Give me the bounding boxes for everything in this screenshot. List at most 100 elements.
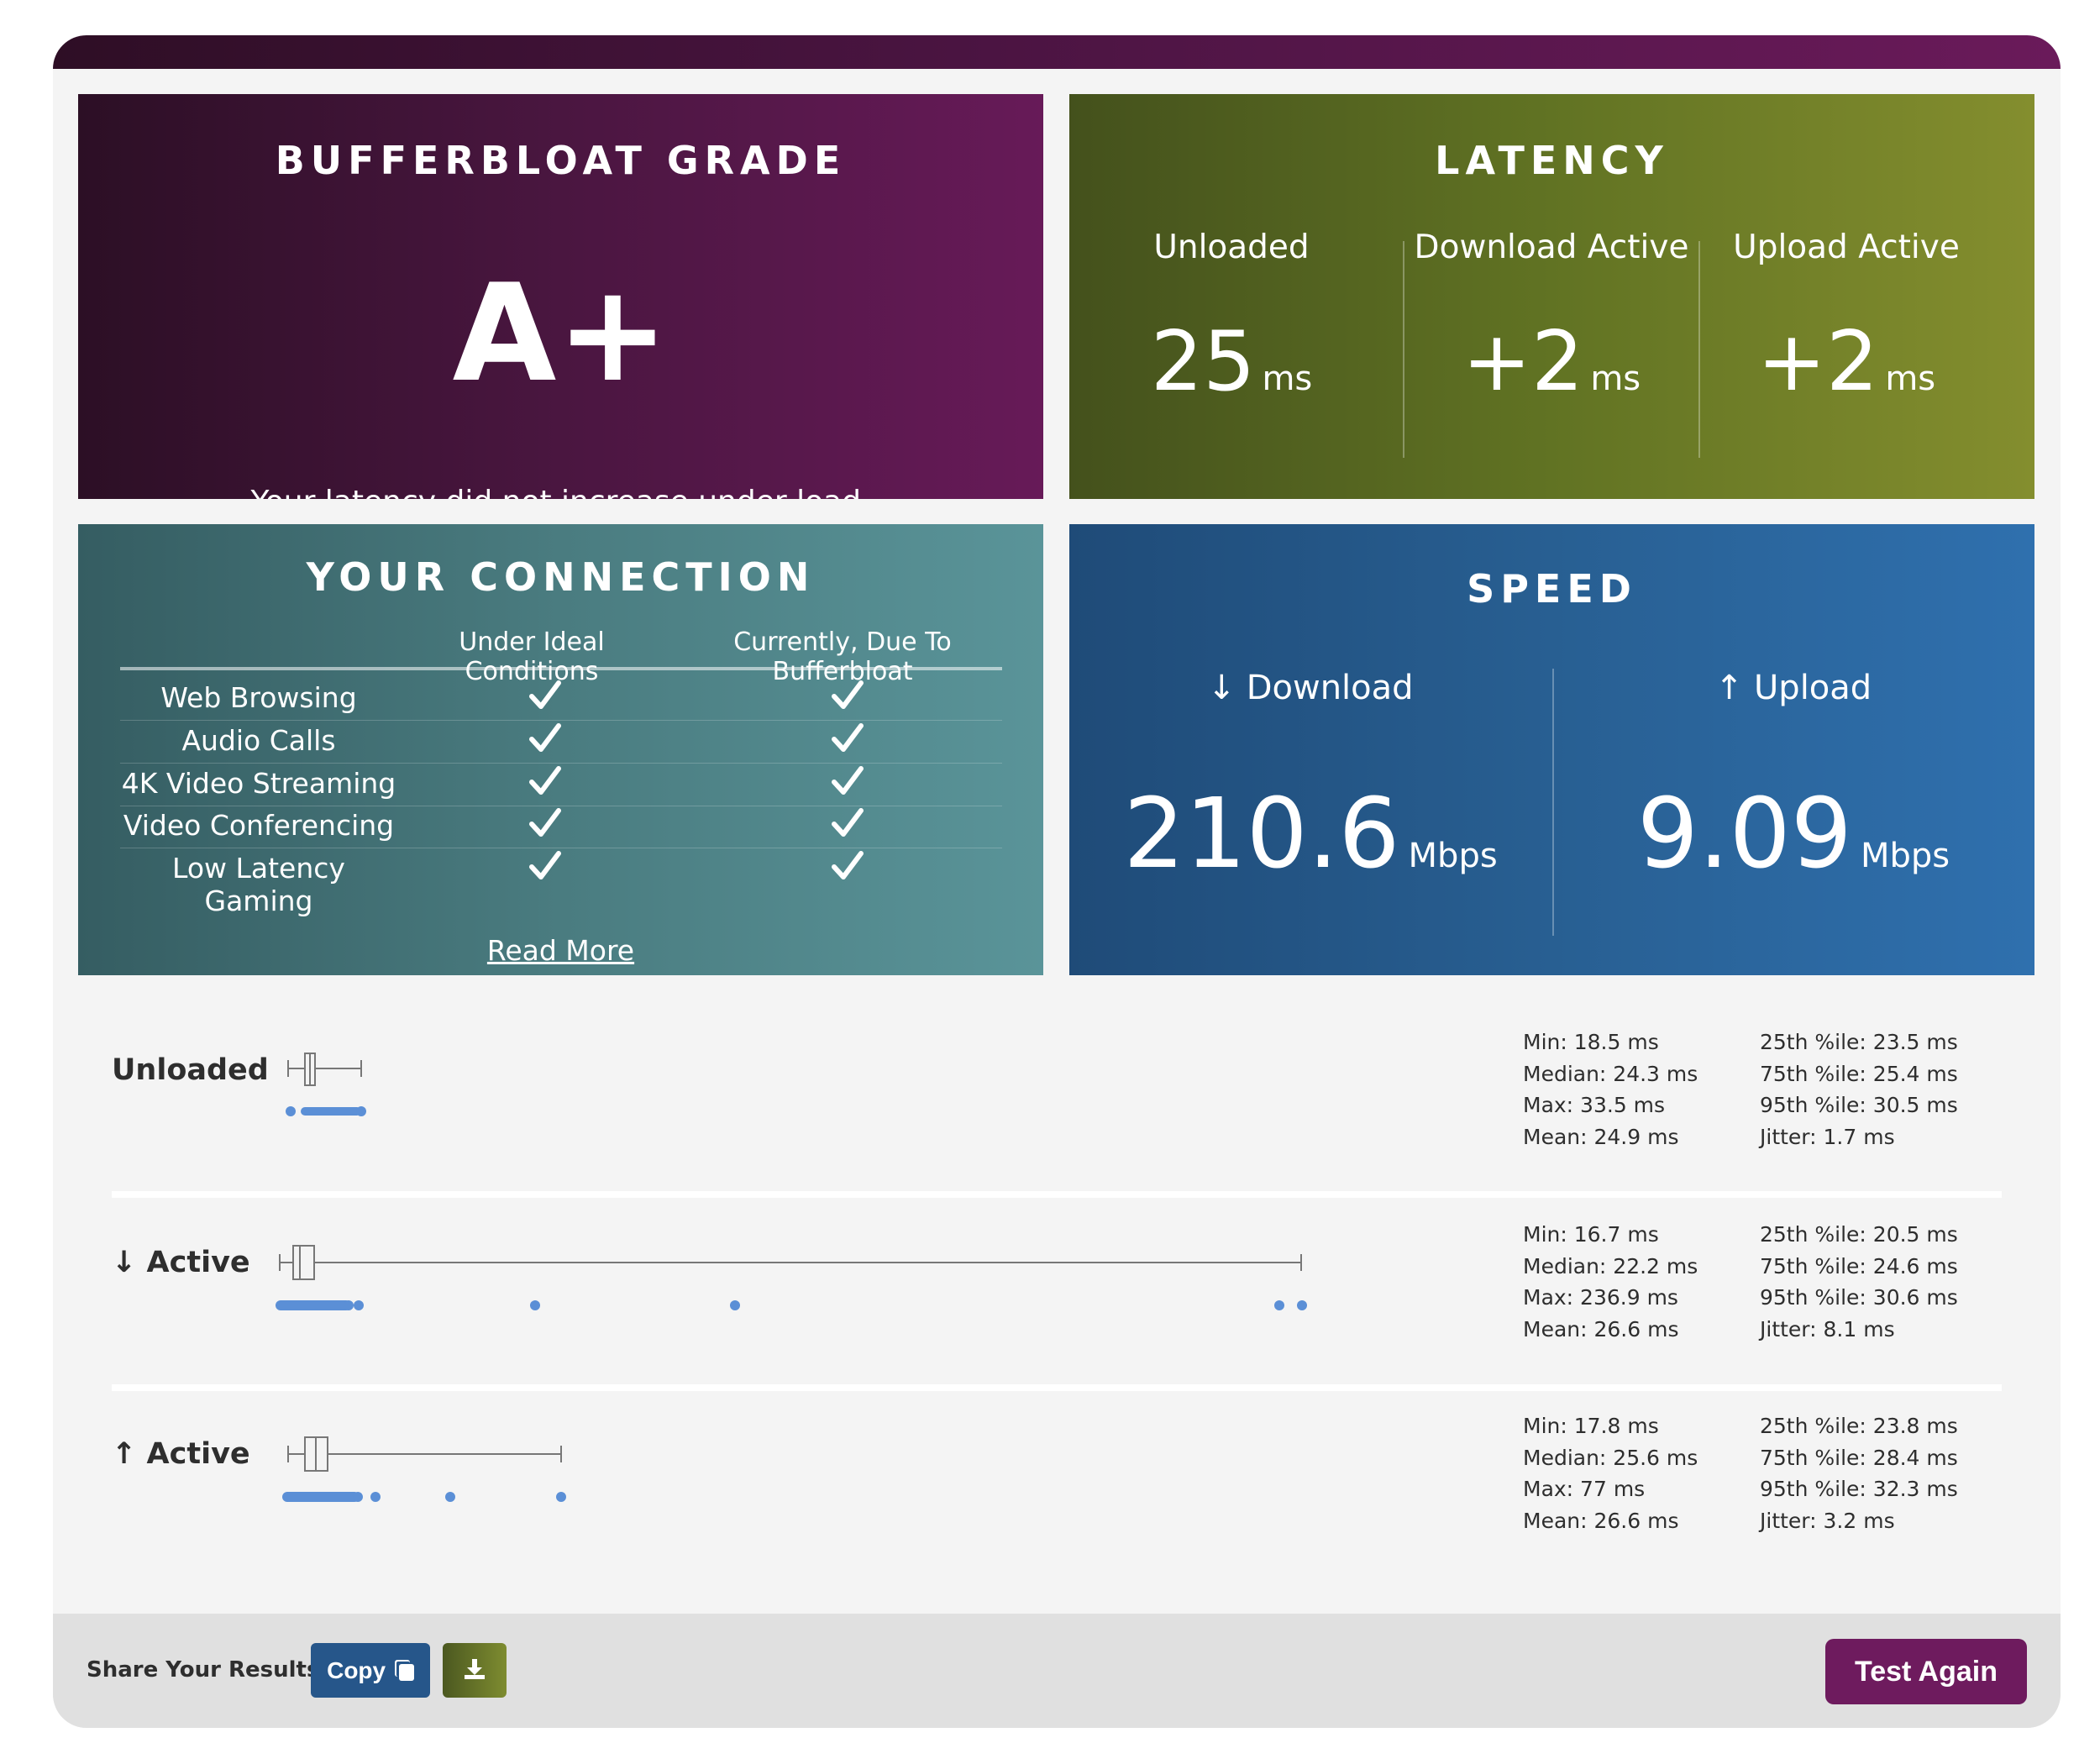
grade-title: BUFFERBLOAT GRADE [275, 138, 847, 183]
latency-distribution-unloaded: Unloaded Min: 18.5 ms Median: 24.3 ms Ma… [112, 1026, 2010, 1207]
stat-min: Min: 17.8 ms [1523, 1414, 1659, 1438]
latency-value: +2 [1462, 314, 1584, 410]
latency-unit: ms [1262, 360, 1313, 398]
stat-p25: 25th %ile: 23.5 ms [1760, 1030, 1958, 1054]
stats-col-2: 25th %ile: 23.8 ms 75th %ile: 28.4 ms 95… [1760, 1410, 1958, 1536]
checkmark-icon [529, 680, 561, 709]
copy-button[interactable]: Copy [311, 1643, 430, 1698]
upload-value: 9.09 [1636, 778, 1852, 890]
stat-p95: 95th %ile: 30.6 ms [1760, 1285, 1958, 1310]
copy-label: Copy [327, 1656, 386, 1683]
row-label: ↓ Active [112, 1246, 250, 1279]
download-speed: ↓ Download 210.6 Mbps [1069, 669, 1551, 883]
stat-min: Min: 18.5 ms [1523, 1030, 1659, 1054]
stat-p75: 75th %ile: 24.6 ms [1760, 1253, 1958, 1278]
header-rule [120, 667, 1002, 670]
stat-median: Median: 24.3 ms [1523, 1061, 1698, 1086]
activity-name: Audio Calls [181, 724, 336, 757]
share-label: Share Your Results: [87, 1657, 328, 1683]
latency-card: LATENCY Unloaded 25 ms Download Active +2… [1069, 94, 2034, 499]
stat-mean: Mean: 26.6 ms [1523, 1508, 1679, 1533]
latency-label: Download Active [1414, 228, 1689, 266]
download-button[interactable] [443, 1643, 507, 1698]
checkmark-icon [529, 851, 561, 879]
grade-description: Your latency did not increase under load… [78, 485, 1043, 499]
stat-p75: 75th %ile: 25.4 ms [1760, 1061, 1958, 1086]
latency-unloaded: Unloaded 25 ms [1084, 228, 1379, 443]
read-more-link[interactable]: Read More [486, 934, 635, 967]
connection-row: Video Conferencing [120, 806, 1002, 848]
activity-name: Low Latency Gaming [172, 852, 345, 917]
stat-max: Max: 33.5 ms [1523, 1093, 1666, 1117]
stat-p25: 25th %ile: 20.5 ms [1760, 1222, 1958, 1247]
speed-card: SPEED ↓ Download 210.6 Mbps ↑ Upload 9.09… [1069, 524, 2034, 975]
stat-max: Max: 77 ms [1523, 1477, 1646, 1501]
latency-unit: ms [1590, 360, 1641, 398]
row-label: Unloaded [112, 1053, 269, 1087]
latency-title: LATENCY [1435, 138, 1669, 183]
stats-col-1: Min: 16.7 ms Median: 22.2 ms Max: 236.9 … [1523, 1219, 1698, 1345]
row-separator [112, 1191, 2002, 1198]
stats-col-1: Min: 17.8 ms Median: 25.6 ms Max: 77 ms … [1523, 1410, 1698, 1536]
download-unit: Mbps [1408, 837, 1498, 875]
results-panel: BUFFERBLOAT GRADE A+ Your latency did no… [53, 35, 2061, 1728]
your-connection-card: YOUR CONNECTION Under Ideal Conditions C… [78, 524, 1043, 975]
stat-max: Max: 236.9 ms [1523, 1285, 1678, 1310]
bufferbloat-grade-card: BUFFERBLOAT GRADE A+ Your latency did no… [78, 94, 1043, 499]
latency-value: +2 [1756, 314, 1879, 410]
latency-distribution-download-active: ↓ Active Min: 16.7 ms Median: 22.2 ms Ma… [112, 1219, 2010, 1399]
stat-median: Median: 25.6 ms [1523, 1445, 1698, 1470]
stats-col-2: 25th %ile: 23.5 ms 75th %ile: 25.4 ms 95… [1760, 1026, 1958, 1152]
latency-download-active: Download Active +2 ms [1404, 228, 1699, 443]
activity-name: Web Browsing [160, 681, 357, 714]
stat-jitter: Jitter: 1.7 ms [1760, 1124, 1895, 1149]
latency-value: 25 [1150, 314, 1256, 410]
divider [1698, 241, 1700, 458]
checkmark-icon [529, 723, 561, 752]
latency-label: Upload Active [1733, 228, 1960, 266]
connection-row: Web Browsing [120, 678, 1002, 721]
checkmark-icon [832, 851, 864, 879]
latency-upload-active: Upload Active +2 ms [1698, 228, 1994, 443]
top-accent-bar [53, 35, 2061, 69]
download-label: ↓ Download [1207, 669, 1414, 707]
connection-row: 4K Video Streaming [120, 764, 1002, 806]
checkmark-icon [832, 808, 864, 837]
boxplot-unloaded [286, 1053, 366, 1116]
stat-median: Median: 22.2 ms [1523, 1253, 1698, 1278]
boxplot-upload-active [282, 1436, 566, 1502]
stat-jitter: Jitter: 3.2 ms [1760, 1508, 1895, 1533]
stat-mean: Mean: 24.9 ms [1523, 1124, 1679, 1149]
stat-p75: 75th %ile: 28.4 ms [1760, 1445, 1958, 1470]
connection-row: Audio Calls [120, 721, 1002, 764]
grade-letter: A+ [452, 255, 669, 412]
latency-distribution-upload-active: ↑ Active Min: 17.8 ms Median: 25.6 ms Ma… [112, 1410, 2010, 1591]
connection-title: YOUR CONNECTION [306, 554, 816, 600]
stat-min: Min: 16.7 ms [1523, 1222, 1659, 1247]
activity-name: Video Conferencing [123, 809, 395, 842]
boxplot-download-active [276, 1245, 1307, 1310]
upload-speed: ↑ Upload 9.09 Mbps [1552, 669, 2034, 883]
share-footer: Share Your Results: Copy Test Again [53, 1614, 2061, 1728]
download-value: 210.6 [1123, 778, 1400, 890]
upload-unit: Mbps [1860, 837, 1950, 875]
checkmark-icon [832, 766, 864, 795]
test-again-button[interactable]: Test Again [1825, 1639, 2027, 1704]
checkmark-icon [529, 766, 561, 795]
stat-p25: 25th %ile: 23.8 ms [1760, 1414, 1958, 1438]
divider [1552, 669, 1554, 936]
stat-p95: 95th %ile: 32.3 ms [1760, 1477, 1958, 1501]
row-separator [112, 1384, 2002, 1391]
latency-unit: ms [1885, 360, 1936, 398]
stat-p95: 95th %ile: 30.5 ms [1760, 1093, 1958, 1117]
latency-label: Unloaded [1153, 228, 1310, 266]
stat-jitter: Jitter: 8.1 ms [1760, 1316, 1895, 1341]
download-icon [465, 1659, 485, 1679]
checkmark-icon [832, 723, 864, 752]
speed-title: SPEED [1467, 566, 1637, 612]
activity-name: 4K Video Streaming [121, 767, 396, 800]
stat-mean: Mean: 26.6 ms [1523, 1316, 1679, 1341]
copy-icon [398, 1663, 414, 1681]
stats-col-2: 25th %ile: 20.5 ms 75th %ile: 24.6 ms 95… [1760, 1219, 1958, 1345]
connection-row: Low Latency Gaming [120, 848, 1002, 917]
